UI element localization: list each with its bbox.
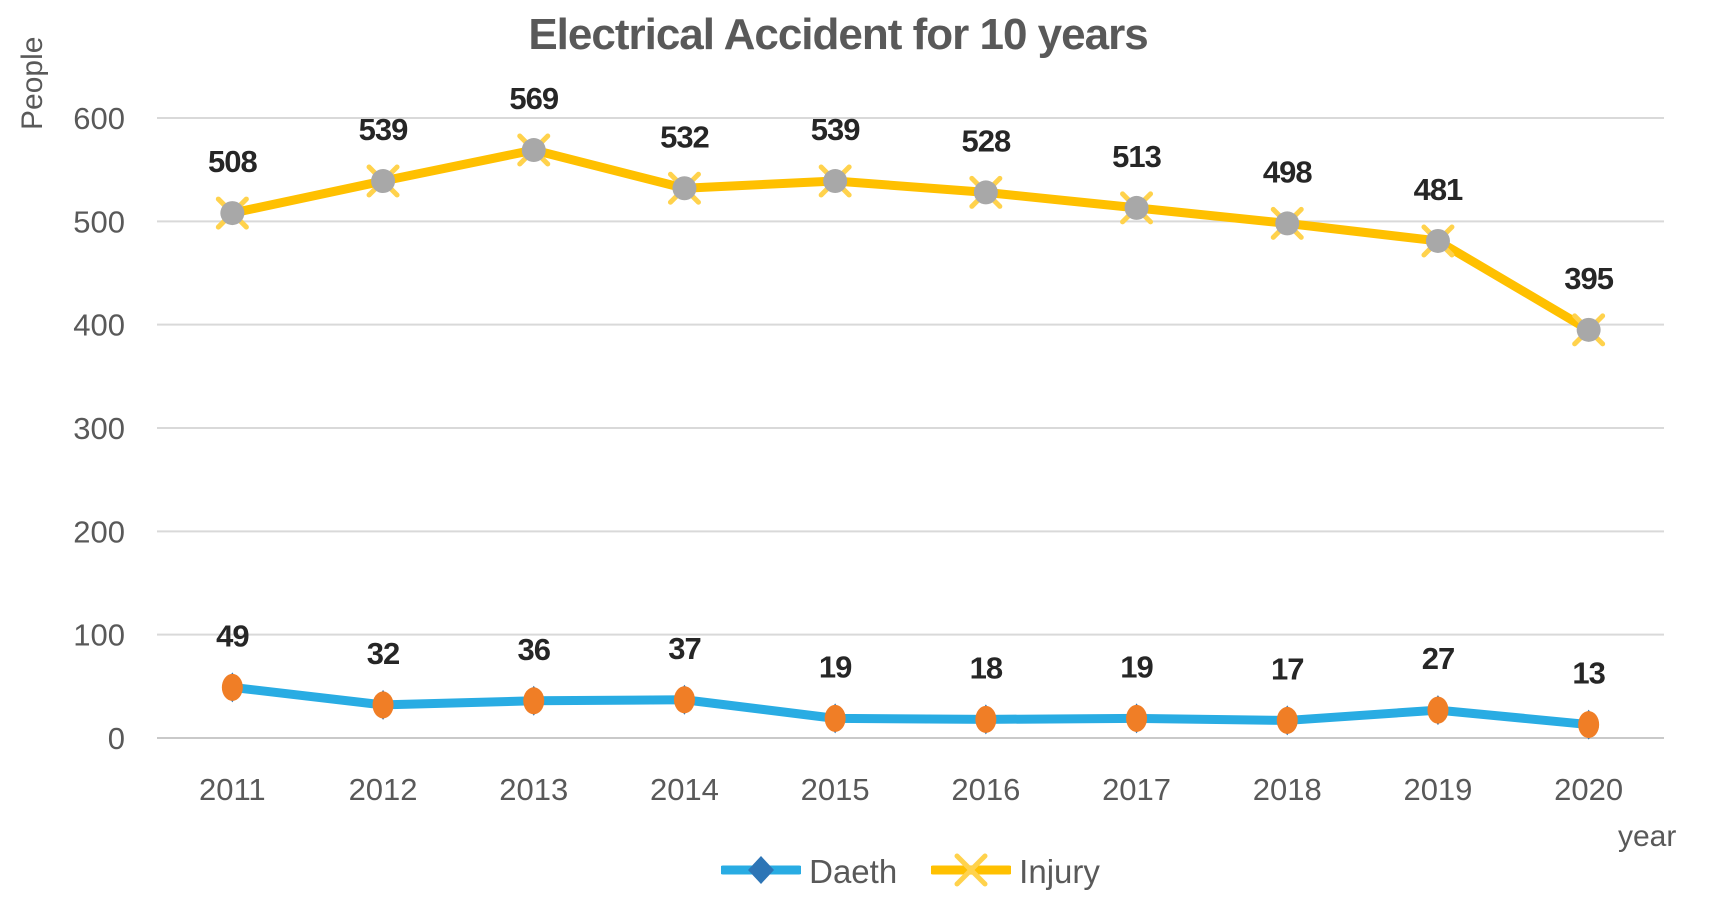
x-tick-label: 2015 — [801, 772, 870, 807]
marker-injury — [1124, 195, 1149, 220]
data-label-daeth: 18 — [970, 650, 1003, 685]
y-tick-label: 100 — [73, 618, 125, 653]
data-label-daeth: 49 — [216, 618, 249, 653]
marker-injury — [371, 169, 396, 194]
marker-injury — [521, 138, 546, 163]
data-label-daeth: 37 — [668, 631, 700, 666]
data-label-daeth: 27 — [1422, 641, 1454, 676]
y-axis-title: People — [16, 36, 49, 130]
y-tick-label: 400 — [73, 308, 125, 343]
series-line-injury — [227, 145, 1594, 335]
data-label-daeth: 32 — [367, 636, 399, 671]
data-label-injury: 539 — [811, 112, 860, 147]
x-tick-label: 2011 — [199, 772, 266, 807]
data-label-injury: 395 — [1564, 261, 1613, 296]
marker-injury — [1425, 228, 1450, 253]
data-label-injury: 481 — [1414, 172, 1463, 207]
marker-daeth — [1578, 711, 1600, 739]
x-tick-label: 2020 — [1554, 772, 1623, 807]
marker-injury — [1576, 317, 1601, 342]
data-label-injury: 532 — [660, 119, 709, 154]
chart-title: Electrical Accident for 10 years — [528, 10, 1148, 59]
x-tick-label: 2016 — [951, 772, 1020, 807]
legend-item-injury: Injury — [928, 852, 1100, 893]
marker-daeth — [523, 687, 545, 715]
data-label-injury: 539 — [359, 112, 408, 147]
y-tick-label: 500 — [73, 204, 125, 239]
marker-daeth — [1427, 696, 1449, 724]
marker-injury — [823, 169, 848, 194]
marker-injury — [1275, 211, 1300, 236]
marker-injury — [220, 201, 245, 226]
injury-legend-glyph — [928, 853, 1014, 886]
data-label-injury: 528 — [961, 123, 1010, 158]
x-tick-label: 2017 — [1102, 772, 1171, 807]
y-tick-label: 200 — [73, 514, 125, 549]
data-label-daeth: 17 — [1271, 651, 1303, 686]
y-tick-label: 300 — [73, 411, 125, 446]
x-tick-label: 2019 — [1403, 772, 1472, 807]
legend-item-daeth: Daeth — [718, 852, 898, 893]
data-label-injury: 513 — [1112, 139, 1161, 174]
injury-line-marker-icon — [928, 852, 1014, 893]
daeth-legend-glyph — [718, 855, 804, 884]
y-tick-label: 0 — [108, 721, 125, 756]
legend: Daeth Injury — [157, 848, 1664, 896]
marker-injury — [973, 180, 998, 205]
data-label-injury: 569 — [509, 81, 558, 116]
data-label-daeth: 36 — [518, 632, 551, 667]
legend-label-daeth: Daeth — [809, 853, 898, 890]
data-label-injury: 508 — [208, 144, 257, 179]
x-axis-title: year — [1618, 820, 1677, 853]
x-tick-label: 2012 — [349, 772, 418, 807]
marker-daeth — [824, 704, 846, 732]
marker-injury — [672, 176, 697, 201]
daeth-line-marker-icon — [718, 852, 804, 893]
marker-daeth — [1126, 704, 1148, 732]
marker-daeth — [975, 705, 997, 733]
x-tick-label: 2018 — [1253, 772, 1322, 807]
data-label-daeth: 19 — [1120, 649, 1153, 684]
data-label-injury: 498 — [1263, 154, 1312, 189]
series-line-daeth — [227, 682, 1594, 730]
x-tick-label: 2014 — [650, 772, 719, 807]
x-tick-label: 2013 — [499, 772, 568, 807]
marker-daeth — [1276, 706, 1298, 734]
marker-daeth — [673, 686, 695, 714]
data-label-daeth: 13 — [1572, 656, 1605, 691]
data-label-daeth: 19 — [819, 649, 852, 684]
marker-daeth — [221, 673, 243, 701]
y-tick-label: 600 — [73, 101, 125, 136]
legend-label-injury: Injury — [1019, 853, 1100, 890]
marker-daeth — [372, 691, 394, 719]
